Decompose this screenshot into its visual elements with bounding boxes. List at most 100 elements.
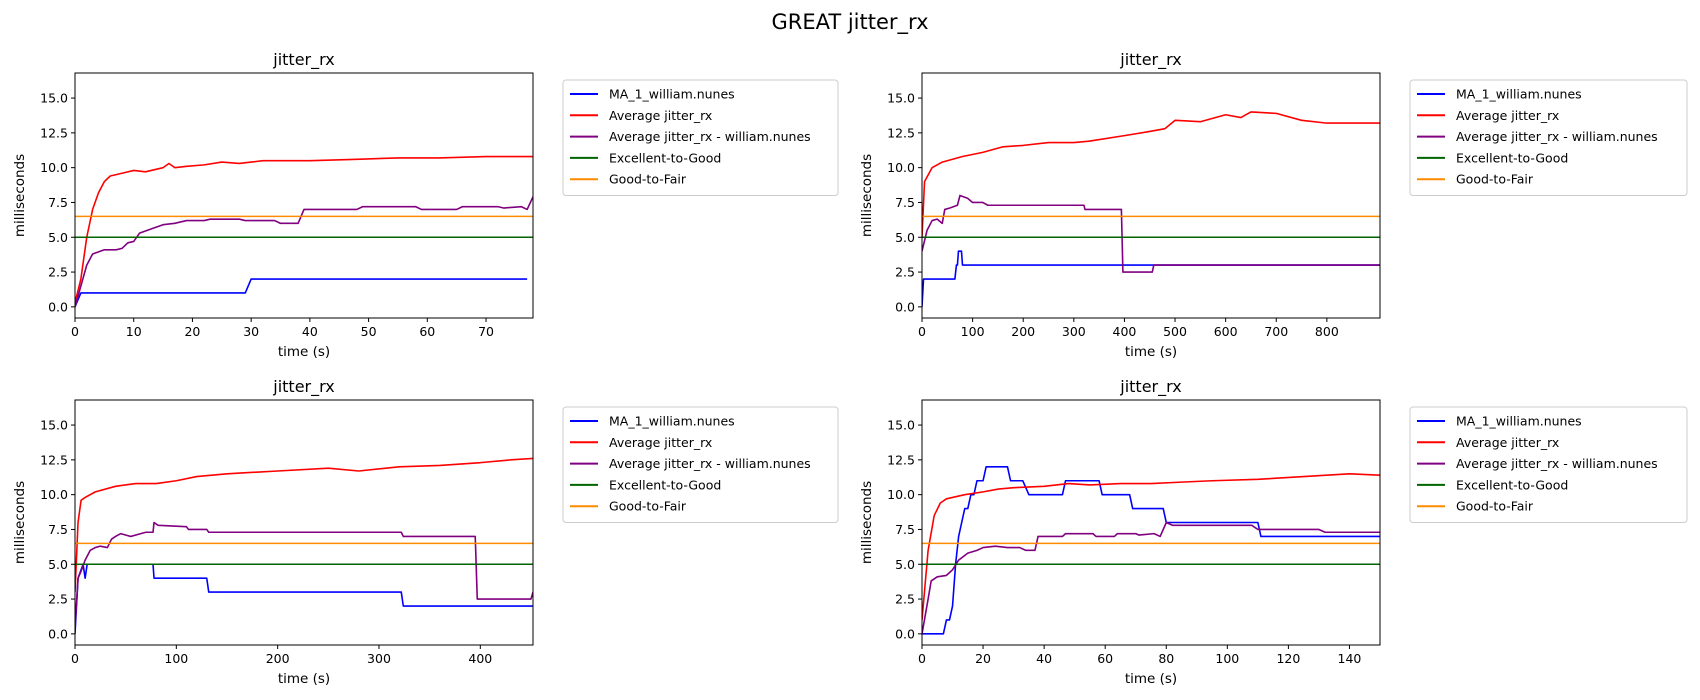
y-tick-label: 5.0 [895, 557, 915, 572]
x-tick-label: 10 [126, 324, 142, 339]
axes-frame [74, 399, 534, 646]
y-tick-label: 7.5 [48, 195, 68, 210]
y-tick-label: 15.0 [40, 91, 68, 106]
y-tick-label: 15.0 [40, 418, 68, 433]
x-tick-label: 0 [918, 324, 926, 339]
series-group [922, 111, 1380, 307]
x-tick-label: 40 [302, 324, 318, 339]
y-tick-label: 15.0 [887, 91, 915, 106]
y-axis-label: milliseconds [12, 154, 28, 237]
series-line-ma-1-william-nunes [922, 250, 1380, 307]
y-axis-label: milliseconds [859, 154, 875, 237]
legend-box [562, 406, 839, 523]
y-tick-label: 12.5 [40, 452, 68, 467]
x-tick-label: 120 [1276, 651, 1300, 666]
subplot-title: jitter_rx [1119, 50, 1181, 70]
x-tick-label: 300 [367, 651, 391, 666]
legend-label-good-to-fair: Good-to-Fair [1456, 172, 1534, 187]
y-tick-label: 2.5 [895, 265, 915, 280]
legend-label-average-jitter-rx-william-nunes: Average jitter_rx - william.nunes [609, 456, 811, 471]
x-tick-label: 100 [961, 324, 985, 339]
y-tick-label: 5.0 [895, 230, 915, 245]
x-tick-label: 40 [1036, 651, 1052, 666]
x-tick-label: 30 [243, 324, 259, 339]
series-line-average-jitter-rx [75, 155, 533, 303]
x-tick-label: 100 [1215, 651, 1239, 666]
y-tick-label: 10.0 [887, 487, 915, 502]
y-tick-label: 5.0 [48, 230, 68, 245]
x-tick-label: 60 [419, 324, 435, 339]
x-tick-label: 200 [1011, 324, 1035, 339]
series-group [75, 457, 533, 634]
series-line-average-jitter-rx-william-nunes [75, 196, 533, 308]
series-line-average-jitter-rx [922, 472, 1380, 621]
series-line-average-jitter-rx [922, 111, 1380, 238]
legend-label-good-to-fair: Good-to-Fair [609, 499, 687, 514]
legend-label-ma-1-william-nunes: MA_1_william.nunes [609, 87, 735, 102]
legend-box [1409, 406, 1688, 523]
legend-label-good-to-fair: Good-to-Fair [1456, 499, 1534, 514]
legend-label-average-jitter-rx: Average jitter_rx [609, 435, 712, 450]
y-tick-label: 12.5 [887, 125, 915, 140]
x-tick-label: 60 [1097, 651, 1113, 666]
y-axis-label: milliseconds [859, 481, 875, 564]
legend-label-good-to-fair: Good-to-Fair [609, 172, 687, 187]
y-tick-label: 2.5 [48, 265, 68, 280]
y-tick-label: 7.5 [48, 522, 68, 537]
y-tick-label: 0.0 [48, 299, 68, 314]
x-tick-label: 0 [71, 651, 79, 666]
x-tick-label: 0 [71, 324, 79, 339]
subplot-title: jitter_rx [1119, 377, 1181, 397]
y-tick-label: 2.5 [895, 592, 915, 607]
subplot-title: jitter_rx [272, 377, 334, 397]
figure-suptitle: GREAT jitter_rx [771, 10, 928, 35]
y-tick-label: 2.5 [48, 592, 68, 607]
y-tick-label: 10.0 [40, 160, 68, 175]
x-tick-label: 20 [184, 324, 200, 339]
series-line-average-jitter-rx [75, 457, 533, 593]
series-group [922, 466, 1380, 635]
legend-label-average-jitter-rx-william-nunes: Average jitter_rx - william.nunes [1456, 456, 1658, 471]
y-tick-label: 15.0 [887, 418, 915, 433]
x-tick-label: 800 [1315, 324, 1339, 339]
x-tick-label: 20 [975, 651, 991, 666]
legend-label-excellent-to-good: Excellent-to-Good [609, 150, 721, 165]
legend-label-average-jitter-rx-william-nunes: Average jitter_rx - william.nunes [1456, 129, 1658, 144]
x-axis-label: time (s) [278, 344, 330, 360]
x-tick-label: 500 [1163, 324, 1187, 339]
x-tick-label: 80 [1158, 651, 1174, 666]
y-tick-label: 10.0 [887, 160, 915, 175]
series-line-average-jitter-rx-william-nunes [922, 521, 1380, 634]
y-tick-label: 0.0 [895, 626, 915, 641]
x-tick-label: 300 [1062, 324, 1086, 339]
subplot-2: 0 100 200 300 400 500 600 700 800 0.0 2.5 5.0 7.5 10.… [859, 50, 1688, 360]
series-line-average-jitter-rx-william-nunes [75, 521, 533, 627]
y-tick-label: 12.5 [40, 125, 68, 140]
axes-frame [74, 72, 534, 319]
y-tick-label: 5.0 [48, 557, 68, 572]
legend: MA_1_william.nunes Average jitter_rx Avera… [1409, 79, 1688, 196]
series-line-ma-1-william-nunes [75, 278, 528, 308]
subplot-title: jitter_rx [272, 50, 334, 70]
legend-label-ma-1-william-nunes: MA_1_william.nunes [1456, 414, 1582, 429]
axes-frame [921, 72, 1381, 319]
legend-label-excellent-to-good: Excellent-to-Good [1456, 150, 1568, 165]
legend-label-excellent-to-good: Excellent-to-Good [609, 477, 721, 492]
x-tick-label: 400 [468, 651, 492, 666]
x-axis-label: time (s) [1125, 344, 1177, 360]
legend: MA_1_william.nunes Average jitter_rx Avera… [562, 406, 839, 523]
legend: MA_1_william.nunes Average jitter_rx Avera… [562, 79, 839, 196]
legend-label-ma-1-william-nunes: MA_1_william.nunes [1456, 87, 1582, 102]
axes-frame [921, 399, 1381, 646]
y-axis-label: milliseconds [12, 481, 28, 564]
legend-label-average-jitter-rx: Average jitter_rx [609, 108, 712, 123]
x-axis-label: time (s) [1125, 671, 1177, 687]
legend-label-excellent-to-good: Excellent-to-Good [1456, 477, 1568, 492]
y-tick-label: 7.5 [895, 195, 915, 210]
y-tick-label: 12.5 [887, 452, 915, 467]
x-tick-label: 400 [1113, 324, 1137, 339]
legend-box [1409, 79, 1688, 196]
y-tick-label: 10.0 [40, 487, 68, 502]
y-tick-label: 0.0 [895, 299, 915, 314]
